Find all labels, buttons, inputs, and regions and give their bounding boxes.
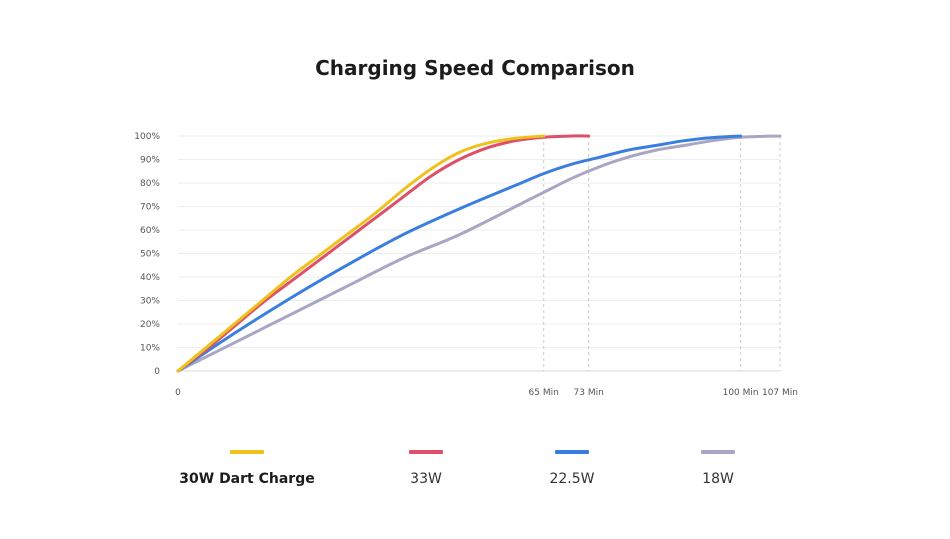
x-tick-label: 0: [175, 388, 181, 398]
y-tick-label: 40%: [140, 273, 160, 283]
y-tick-label: 90%: [140, 156, 160, 166]
series-lines: [176, 134, 782, 373]
x-tick-label: 73 Min: [574, 388, 604, 398]
x-tick-label: 107 Min: [762, 388, 798, 398]
series-line-22-5w: [176, 134, 743, 373]
series-line-30w-dart-charge: [176, 134, 546, 373]
y-tick-label: 60%: [140, 226, 160, 236]
y-tick-label: 50%: [140, 250, 160, 260]
x-tick-label: 65 Min: [529, 388, 559, 398]
y-tick-label: 10%: [140, 344, 160, 354]
legend-swatch: [701, 450, 735, 454]
y-tick-label: 70%: [140, 203, 160, 213]
y-tick-label: 30%: [140, 297, 160, 307]
x-tick-label: 100 Min: [723, 388, 759, 398]
y-tick-label: 0: [154, 367, 160, 377]
series-line-18w: [176, 134, 782, 373]
legend-swatch: [230, 450, 264, 454]
x-axis-ticks: 0 65 Min 73 Min 100 Min 107 Min: [175, 388, 798, 398]
grid: [178, 135, 781, 372]
legend-label: 33W: [410, 471, 442, 487]
y-tick-label: 80%: [140, 179, 160, 189]
y-tick-label: 100%: [134, 132, 160, 142]
series-line-33w: [176, 134, 591, 373]
legend-label: 30W Dart Charge: [179, 471, 315, 487]
legend-swatch: [409, 450, 443, 454]
legend-label: 22.5W: [549, 471, 595, 487]
legend-swatch: [555, 450, 589, 454]
y-tick-label: 20%: [140, 320, 160, 330]
legend-label: 18W: [702, 471, 734, 487]
chart-title: Charging Speed Comparison: [315, 56, 635, 80]
y-axis-ticks: 0 10% 20% 30% 40% 50% 60% 70% 80% 90% 100%: [134, 132, 160, 377]
